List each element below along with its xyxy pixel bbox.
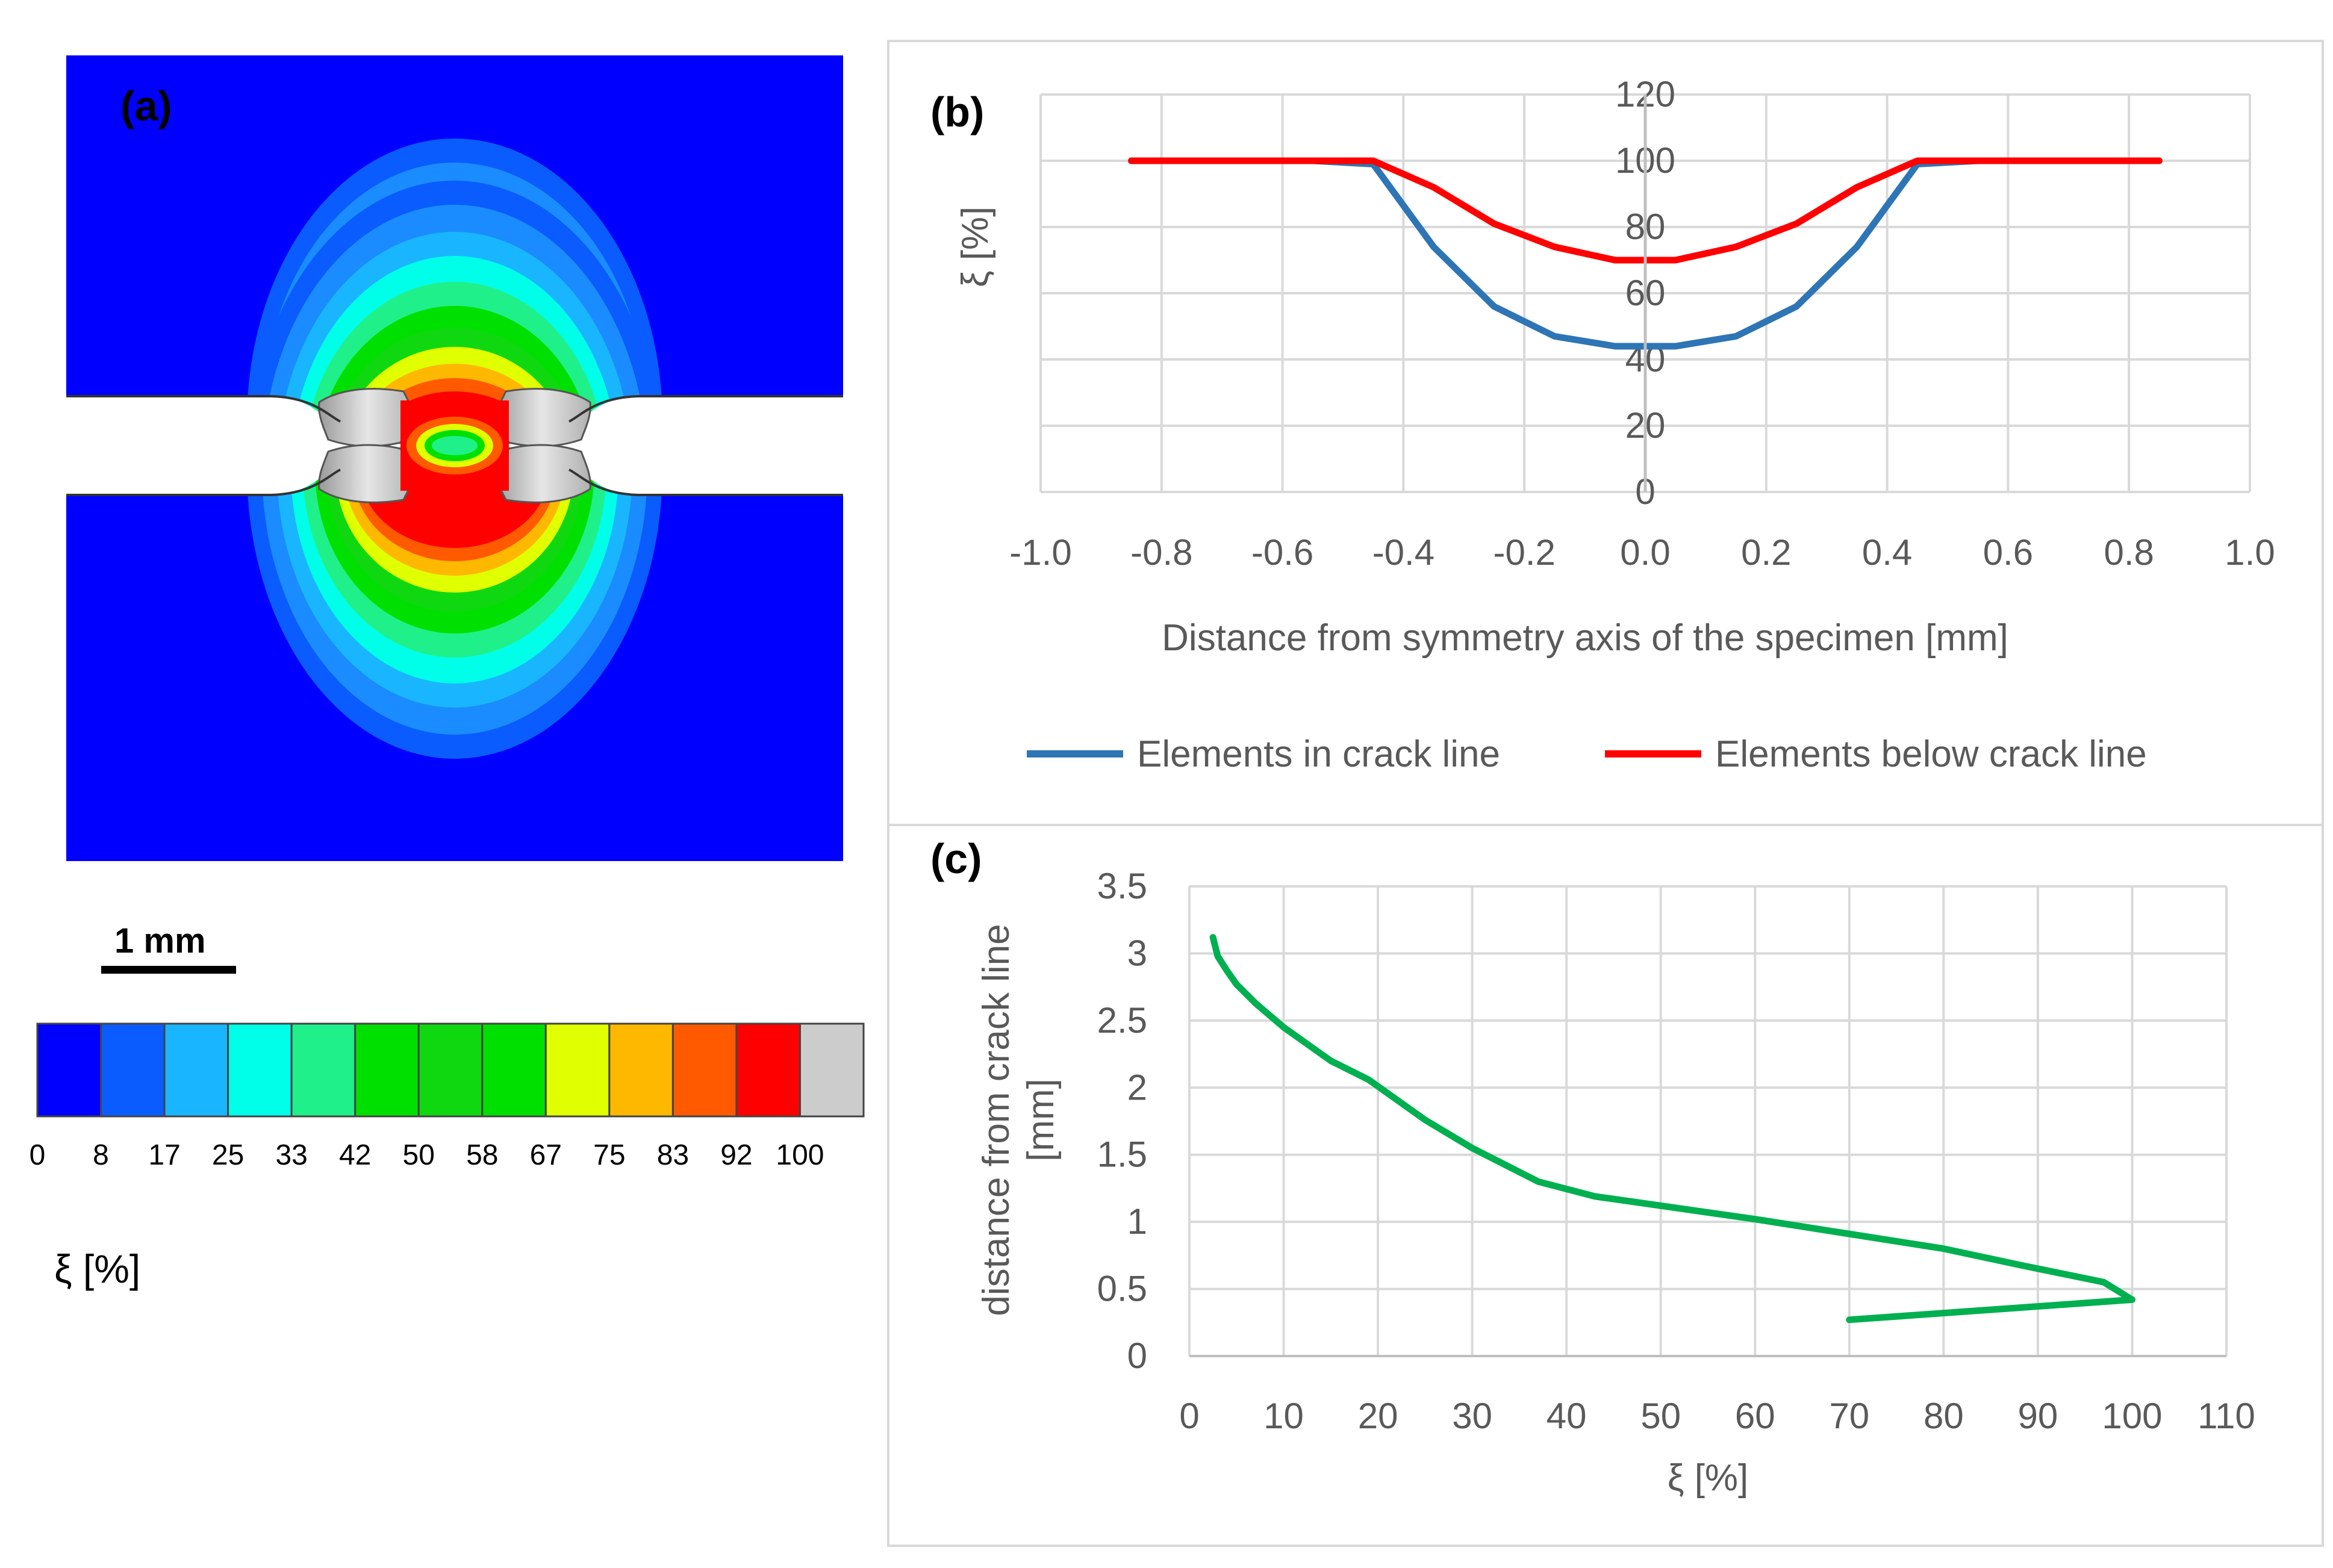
y-tick-label: 3 xyxy=(1127,933,1147,973)
colorbar-swatch xyxy=(417,1022,484,1118)
scale-bar-label: 1 mm xyxy=(114,921,206,960)
x-tick-label: 70 xyxy=(1829,1396,1869,1436)
colorbar-tick-label: 75 xyxy=(593,1139,625,1171)
colorbar-tick-label: 25 xyxy=(212,1139,244,1171)
x-tick-label: 100 xyxy=(2102,1396,2162,1436)
legend-label: Elements in crack line xyxy=(1137,733,1500,775)
colorbar-swatch xyxy=(36,1022,102,1118)
y-tick-label: 2.5 xyxy=(1097,1000,1147,1041)
panel-c-frame xyxy=(887,824,2324,1547)
colorbar-tick-label: 50 xyxy=(403,1139,435,1171)
panel-a-field xyxy=(66,55,843,861)
x-tick-label: 40 xyxy=(1547,1396,1587,1436)
y-tick-label: 1.5 xyxy=(1097,1134,1147,1175)
chart-b: -1.0-0.8-0.6-0.4-0.20.00.20.40.60.81.002… xyxy=(955,74,2275,775)
colorbar-swatch xyxy=(290,1022,357,1118)
x-tick-label: 80 xyxy=(1923,1396,1964,1436)
colorbar-tick-label: 42 xyxy=(339,1139,371,1171)
colorbar-tick-label: 17 xyxy=(148,1139,180,1171)
colorbar-swatch xyxy=(608,1022,674,1118)
y-tick-label: 0 xyxy=(1127,1336,1147,1376)
x-tick-label: 0.8 xyxy=(2104,532,2154,573)
colorbar-tick-label: 0 xyxy=(30,1139,46,1171)
colorbar-swatch xyxy=(671,1022,738,1118)
x-tick-label: 0.2 xyxy=(1741,532,1791,573)
x-tick-label: -0.4 xyxy=(1372,532,1434,573)
x-tick-label: -1.0 xyxy=(1009,532,1071,573)
x-tick-label: 0.6 xyxy=(1983,532,2033,573)
colorbar-swatch xyxy=(481,1022,547,1118)
x-tick-label: -0.2 xyxy=(1494,532,1556,573)
y-tick-label: 1 xyxy=(1127,1201,1147,1242)
series-line xyxy=(1209,934,2135,1324)
panel-c-tag: (c) xyxy=(930,835,982,882)
colorbar-tick-label: 92 xyxy=(720,1139,752,1171)
y-axis-title: ξ [%] xyxy=(955,207,996,288)
x-axis-title: ξ [%] xyxy=(1668,1457,1749,1499)
x-tick-label: -0.8 xyxy=(1130,532,1192,573)
y-tick-label: 0.5 xyxy=(1097,1269,1147,1309)
x-axis-title: Distance from symmetry axis of the speci… xyxy=(1162,617,2008,659)
colorbar-tick-label: 100 xyxy=(776,1139,824,1171)
colorbar-swatch xyxy=(100,1022,166,1118)
colorbar-tick-label: 67 xyxy=(530,1139,562,1171)
panel-a-tag: (a) xyxy=(120,82,172,129)
colorbar-swatch xyxy=(354,1022,420,1118)
colorbar-tick-label: 83 xyxy=(657,1139,689,1171)
x-tick-label: 50 xyxy=(1640,1396,1681,1436)
x-tick-label: 60 xyxy=(1735,1396,1775,1436)
chart-c: 0 10 20 30 40 50 60 70 80 90 100 110 0 0.5 1 1.5 2 2.5 3 3.… xyxy=(976,866,2255,1499)
panel-b-frame xyxy=(887,40,2324,826)
x-tick-label: 1.0 xyxy=(2225,532,2275,573)
colorbar: 0 8 17 25 33 42 50 58 67 75 83 92 100 xyxy=(30,1022,865,1171)
x-tick-label: 0.4 xyxy=(1862,532,1912,573)
y-axis-title: distance from crack line[mm] xyxy=(976,924,1062,1316)
x-tick-label: 30 xyxy=(1452,1396,1492,1436)
x-tick-label: -0.6 xyxy=(1251,532,1313,573)
x-tick-label: 0 xyxy=(1179,1396,1199,1436)
colorbar-label: ξ [%] xyxy=(54,1246,140,1291)
scale-bar xyxy=(101,966,236,974)
y-tick-label: 2 xyxy=(1127,1067,1147,1107)
colorbar-swatch xyxy=(163,1022,229,1118)
colorbar-swatch xyxy=(735,1022,801,1118)
colorbar-tick-label: 58 xyxy=(466,1139,498,1171)
x-tick-label: 20 xyxy=(1358,1396,1398,1436)
colorbar-swatch xyxy=(799,1022,865,1118)
legend-label: Elements below crack line xyxy=(1715,733,2147,775)
y-tick-label: 3.5 xyxy=(1097,866,1147,906)
x-tick-label: 10 xyxy=(1263,1396,1304,1436)
panel-b-tag: (b) xyxy=(930,89,984,135)
x-tick-label: 90 xyxy=(2018,1396,2058,1436)
colorbar-swatch xyxy=(544,1022,611,1118)
x-tick-label: 110 xyxy=(2198,1396,2255,1436)
colorbar-tick-label: 33 xyxy=(275,1139,307,1171)
colorbar-swatch xyxy=(227,1022,293,1118)
x-tick-label: 0.0 xyxy=(1620,532,1670,573)
colorbar-tick-label: 8 xyxy=(93,1139,109,1171)
